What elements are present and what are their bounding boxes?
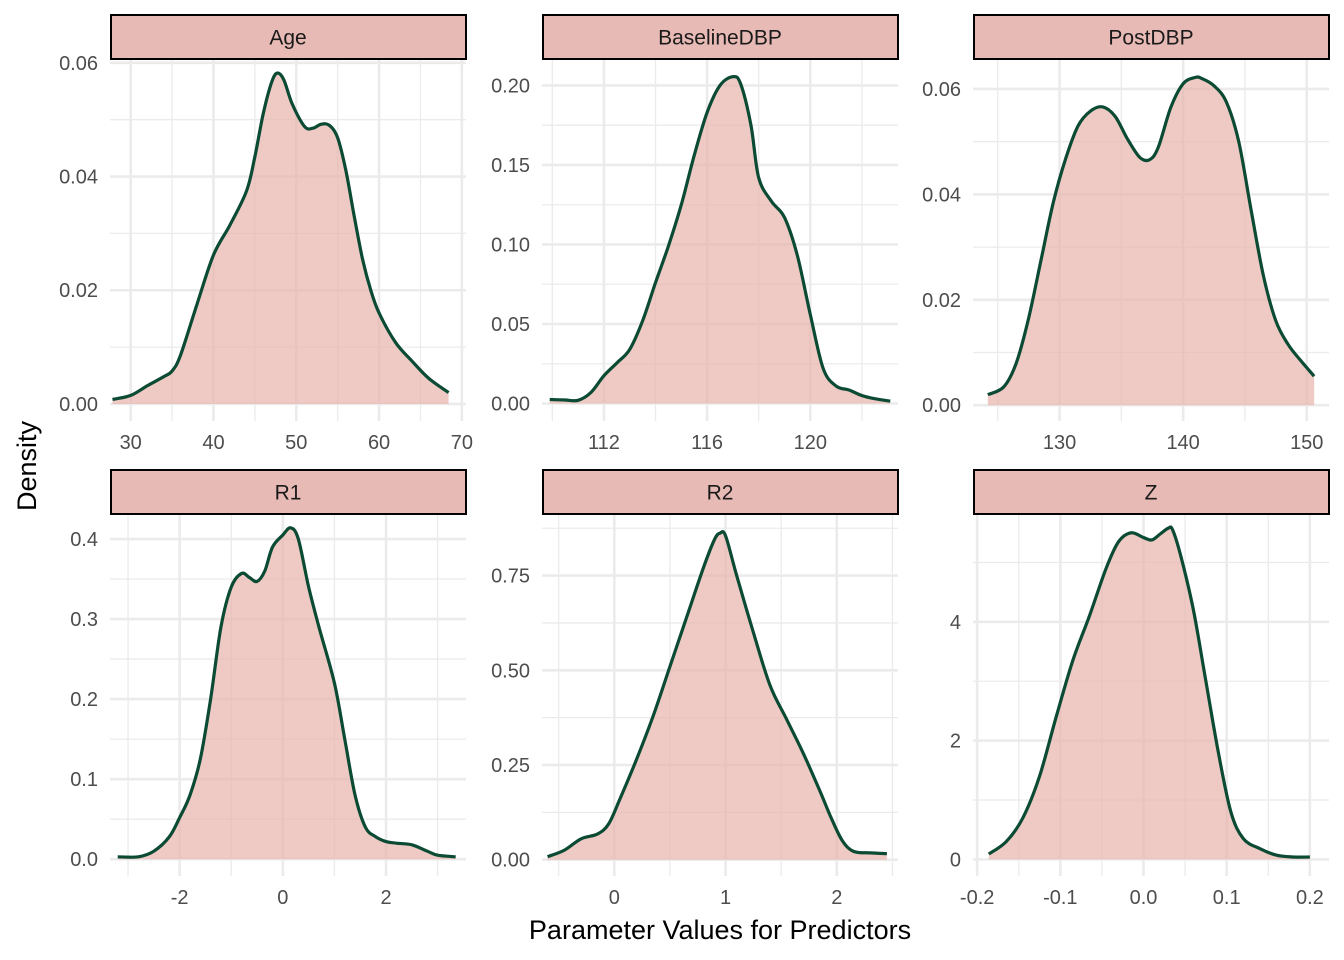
y-tick-label: 0.50 [491, 660, 530, 682]
facet-strip-age [110, 14, 467, 60]
density-line-postdbp [987, 75, 1316, 397]
x-tick-label: 50 [285, 432, 307, 454]
y-tick-label: 0.06 [59, 53, 98, 75]
y-tick-label: 0.00 [922, 395, 961, 417]
x-tick-label: 150 [1290, 432, 1323, 454]
y-tick-label: 0.4 [70, 529, 98, 551]
x-axis-title: Parameter Values for Predictors [529, 915, 911, 945]
y-tick-label: 0.1 [70, 769, 98, 791]
y-tick-label: 0.2 [70, 689, 98, 711]
y-tick-label: 0.02 [59, 280, 98, 302]
x-tick-label: 112 [588, 432, 620, 454]
panel-age: 30 40 50 60 70 0.00 0.02 0.04 0.06 Age [59, 14, 473, 454]
y-tick-label: 0.0 [70, 849, 98, 871]
density-line-age [112, 71, 450, 401]
x-tick-label: 0 [609, 887, 620, 909]
x-tick-label: 2 [380, 887, 391, 909]
facet-strip-postdbp [973, 14, 1330, 60]
y-tick-label: 0.25 [491, 755, 530, 777]
x-tick-label: 40 [202, 432, 224, 454]
y-axis-title: Density [12, 420, 42, 511]
density-line-r1 [117, 526, 456, 859]
y-tick-label: 0.06 [922, 79, 961, 101]
x-tick-label: 0.2 [1296, 887, 1324, 909]
facet-strip-label: Z [1145, 482, 1158, 505]
facet-strip-r2 [542, 469, 899, 515]
facet-strip-label: PostDBP [1108, 27, 1193, 50]
y-tick-label: 0.02 [922, 290, 961, 312]
y-tick-label: 0 [950, 849, 961, 871]
x-tick-label: 1 [720, 887, 731, 909]
panel-r1: -2 0 2 0.0 0.1 0.2 0.3 0.4 R1 [70, 469, 467, 909]
y-tick-label: 0.75 [491, 566, 530, 588]
y-tick-label: 0.05 [491, 314, 530, 336]
density-area-r2 [547, 531, 887, 860]
y-tick-label: 0.10 [491, 234, 530, 256]
y-tick-label: 0.00 [491, 394, 530, 416]
density-area-postdbp [987, 76, 1315, 406]
x-tick-label: 70 [451, 432, 473, 454]
x-tick-label: 130 [1043, 432, 1076, 454]
facet-strip-label: BaselineDBP [658, 27, 782, 50]
x-tick-label: 30 [120, 432, 142, 454]
y-tick-label: 0.04 [59, 167, 98, 189]
y-tick-label: 0.00 [59, 394, 98, 416]
x-tick-label: 140 [1166, 432, 1199, 454]
x-tick-label: 2 [831, 887, 842, 909]
density-area-age [112, 73, 449, 404]
x-tick-label: -0.1 [1043, 887, 1077, 909]
density-area-r1 [117, 527, 456, 860]
x-tick-label: -2 [171, 887, 189, 909]
x-tick-label: 60 [368, 432, 390, 454]
x-tick-label: 116 [691, 432, 723, 454]
y-tick-label: 2 [950, 731, 961, 753]
x-tick-label: 120 [794, 432, 827, 454]
facet-strip-z [973, 469, 1330, 515]
y-tick-label: 0.20 [491, 75, 530, 97]
density-area-baselinedbp [549, 76, 891, 404]
y-tick-label: 0.04 [922, 184, 961, 206]
density-line-z [987, 525, 1310, 859]
x-tick-label: 0.1 [1213, 887, 1241, 909]
density-line-baselinedbp [549, 74, 891, 403]
facet-strip-label: R1 [275, 482, 302, 505]
y-tick-label: 0.00 [491, 850, 530, 872]
panel-baselinedbp: 112 116 120 0.00 0.05 0.10 0.15 0.20 BaselineDBP [491, 14, 899, 454]
density-area-z [988, 526, 1310, 860]
facet-strip-label: R2 [707, 482, 734, 505]
facet-strip-baselinedbp [542, 14, 899, 60]
panel-z: -0.2 -0.1 0.0 0.1 0.2 0 2 4 Z [950, 469, 1330, 909]
y-tick-label: 4 [950, 612, 961, 634]
facet-strip-r1 [110, 469, 467, 515]
panel-r2: 0 1 2 0.00 0.25 0.50 0.75 R2 [491, 469, 899, 909]
x-tick-label: -0.2 [960, 887, 994, 909]
density-line-r2 [546, 530, 887, 859]
y-tick-label: 0.3 [70, 609, 98, 631]
x-tick-label: 0 [277, 887, 288, 909]
y-tick-label: 0.15 [491, 155, 530, 177]
x-tick-label: 0.0 [1130, 887, 1158, 909]
panel-postdbp: 130 140 150 0.00 0.02 0.04 0.06 PostDBP [922, 14, 1330, 454]
facet-strip-label: Age [269, 27, 306, 50]
